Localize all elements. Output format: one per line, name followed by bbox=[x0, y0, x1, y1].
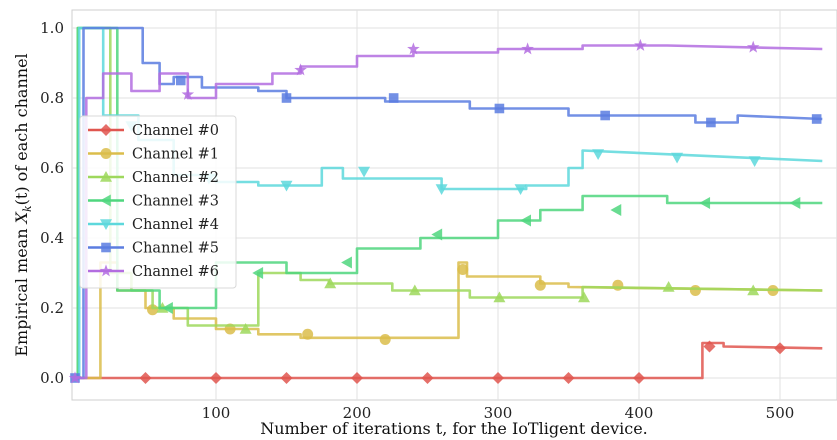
legend: Channel #0 Channel #1 Channel #2 Channel #3… bbox=[79, 115, 237, 289]
data-point bbox=[746, 40, 760, 53]
y-tick-label: 0.6 bbox=[40, 159, 64, 177]
legend-marker bbox=[100, 124, 112, 136]
y-tick-label: 0.0 bbox=[40, 369, 64, 387]
legend-box bbox=[79, 115, 237, 289]
data-point bbox=[281, 93, 292, 103]
data-point bbox=[493, 291, 506, 303]
data-point bbox=[175, 75, 186, 86]
y-axis-label-suffix: (t) of each channel bbox=[12, 53, 31, 205]
legend-label: Channel #5 bbox=[132, 241, 219, 257]
series-5 bbox=[70, 26, 823, 383]
data-point bbox=[494, 103, 505, 114]
y-axis-label-group: Empirical mean Xk(t) of each channel bbox=[12, 53, 34, 356]
x-axis-label: Number of iterations t, for the IoTligen… bbox=[260, 419, 648, 438]
data-point bbox=[324, 277, 337, 289]
y-tick-label: 0.2 bbox=[40, 299, 64, 317]
data-point bbox=[706, 117, 716, 128]
data-point bbox=[431, 228, 443, 241]
y-axis-label-subscript: k bbox=[21, 205, 34, 212]
data-point bbox=[811, 114, 822, 124]
y-axis-label-prefix: Empirical mean bbox=[12, 223, 31, 356]
data-point bbox=[562, 372, 575, 384]
series-layer bbox=[68, 26, 823, 384]
data-point bbox=[435, 184, 448, 195]
data-point bbox=[492, 372, 504, 384]
y-axis-label-x: X bbox=[12, 211, 31, 225]
data-point bbox=[689, 285, 701, 296]
data-point bbox=[252, 267, 264, 279]
y-tick-label: 0.4 bbox=[40, 229, 64, 247]
series-0 bbox=[75, 340, 823, 384]
data-point bbox=[662, 281, 675, 292]
data-point bbox=[774, 342, 786, 355]
data-point bbox=[578, 291, 591, 303]
data-point bbox=[407, 42, 420, 55]
data-point bbox=[341, 256, 352, 269]
data-point bbox=[379, 334, 391, 345]
data-point bbox=[671, 152, 684, 164]
data-point bbox=[294, 63, 307, 76]
data-point bbox=[520, 214, 531, 227]
data-point bbox=[181, 87, 195, 100]
data-point bbox=[210, 372, 222, 384]
x-tick-label: 200 bbox=[343, 404, 372, 422]
y-tick-label: 0.8 bbox=[40, 89, 64, 107]
data-point bbox=[239, 323, 252, 334]
legend-marker bbox=[100, 194, 111, 207]
legend-marker bbox=[100, 219, 112, 230]
legend-marker bbox=[100, 148, 112, 159]
legend-label: Channel #0 bbox=[132, 123, 219, 139]
data-point bbox=[388, 93, 399, 103]
ticks: 100 200 300 400 500 0.0 0.2 0.4 0.6 0.8 1.0 bbox=[40, 19, 794, 422]
data-point bbox=[634, 38, 647, 51]
data-point bbox=[699, 197, 711, 209]
series-6 bbox=[68, 38, 823, 384]
x-tick-label: 500 bbox=[766, 404, 795, 422]
y-tick-label: 1.0 bbox=[40, 19, 64, 37]
legend-label: Channel #2 bbox=[132, 170, 219, 186]
series-line bbox=[75, 44, 823, 380]
legend-label: Channel #1 bbox=[132, 147, 219, 163]
data-point bbox=[302, 328, 314, 340]
data-point bbox=[139, 372, 152, 384]
series-line bbox=[75, 26, 823, 380]
legend-label: Channel #4 bbox=[132, 217, 219, 233]
data-point bbox=[162, 302, 173, 314]
data-point bbox=[358, 166, 371, 178]
data-point bbox=[457, 264, 469, 275]
x-tick-label: 100 bbox=[202, 404, 231, 422]
legend-label: Channel #3 bbox=[132, 194, 219, 210]
legend-label: Channel #6 bbox=[132, 264, 219, 280]
data-point bbox=[514, 184, 527, 195]
x-tick-label: 400 bbox=[625, 404, 654, 422]
data-point bbox=[280, 372, 293, 384]
data-point bbox=[68, 371, 82, 384]
series-line bbox=[75, 341, 823, 380]
legend-marker bbox=[100, 171, 112, 182]
data-point bbox=[521, 42, 534, 55]
legend-marker bbox=[99, 264, 113, 277]
data-point bbox=[408, 284, 421, 296]
data-point bbox=[280, 180, 293, 192]
legend-marker bbox=[101, 242, 111, 253]
data-point bbox=[789, 197, 801, 209]
data-point bbox=[421, 372, 434, 384]
data-point bbox=[600, 110, 610, 121]
data-point bbox=[633, 372, 645, 384]
x-tick-label: 300 bbox=[484, 404, 513, 422]
data-point bbox=[610, 204, 622, 216]
data-point bbox=[748, 156, 761, 167]
data-point bbox=[351, 372, 363, 384]
data-point bbox=[612, 279, 624, 291]
data-point bbox=[747, 284, 760, 296]
data-point bbox=[592, 149, 605, 160]
data-point bbox=[703, 340, 716, 353]
y-axis-label: Empirical mean Xk(t) of each channel bbox=[12, 53, 34, 356]
data-point bbox=[534, 279, 546, 291]
